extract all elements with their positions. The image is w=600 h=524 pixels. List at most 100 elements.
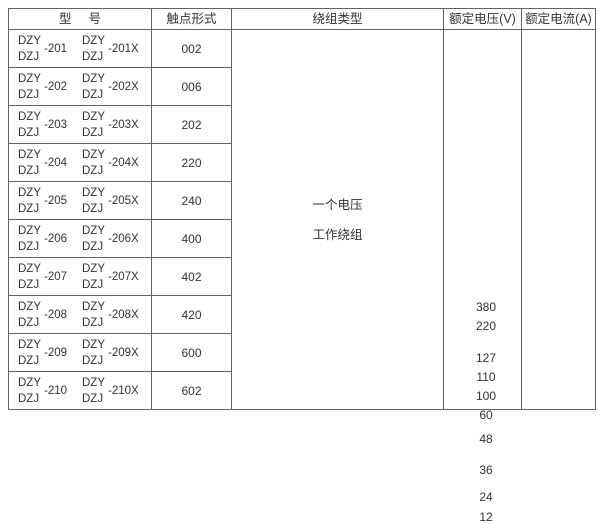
winding-type-text: 一个电压 工作绕组 [232, 190, 443, 250]
model-variant-base: DZY DZJ -202 [18, 68, 67, 105]
model-prefix-bottom: DZJ [18, 278, 40, 291]
model-prefix-stack: DZY DZJ [18, 71, 41, 103]
model-prefix-top: DZY [18, 72, 41, 85]
model-prefix-top: DZY [82, 262, 105, 275]
rated-voltage-value: 220 [475, 318, 497, 333]
header-contact-form: 触点形式 [151, 8, 232, 30]
model-suffix: -201 [44, 43, 68, 55]
model-prefix-stack: DZY DZJ [18, 223, 41, 255]
cell-contact-form: 600 [151, 333, 232, 372]
cell-model: DZY DZJ -209 DZY DZJ -209X [8, 333, 152, 372]
model-prefix-top: DZY [18, 148, 41, 161]
rated-voltage-value: 110 [476, 369, 496, 384]
model-variant-x: DZY DZJ -202X [82, 68, 139, 105]
model-prefix-bottom: DZJ [82, 354, 104, 367]
header-row: 型号 触点形式 绕组类型 额定电压(V) 额定电流(A) [8, 8, 596, 30]
model-variant-x: DZY DZJ -209X [82, 334, 139, 371]
cell-model: DZY DZJ -205 DZY DZJ -205X [8, 181, 152, 220]
model-suffix: -210X [108, 385, 139, 397]
table-body: DZY DZJ -201 DZY DZJ -201X 002 一个电压 工作绕组 380 220 12… [8, 29, 596, 523]
cell-model: DZY DZJ -206 DZY DZJ -206X [8, 219, 152, 258]
cell-contact-form: 006 [151, 67, 232, 106]
model-prefix-stack: DZY DZJ [18, 109, 41, 141]
model-variant-base: DZY DZJ -205 [18, 182, 67, 219]
model-prefix-bottom: DZJ [82, 316, 104, 329]
rated-voltage-value: 60 [479, 407, 493, 422]
model-suffix: -210 [44, 385, 68, 397]
model-prefix-bottom: DZJ [18, 202, 40, 215]
cell-contact-form: 402 [151, 257, 232, 296]
model-prefix-bottom: DZJ [82, 164, 104, 177]
model-prefix-top: DZY [82, 376, 105, 389]
model-prefix-stack: DZY DZJ [18, 299, 41, 331]
model-prefix-top: DZY [18, 224, 41, 237]
model-prefix-stack: DZY DZJ [18, 147, 41, 179]
table-row: DZY DZJ -201 DZY DZJ -201X 002 一个电压 工作绕组 380 220 12… [8, 29, 596, 523]
model-prefix-top: DZY [18, 338, 41, 351]
table-row: DZY DZJ -208 DZY DZJ -208X 420 [8, 295, 596, 334]
model-prefix-stack: DZY DZJ [82, 71, 105, 103]
model-prefix-top: DZY [18, 186, 41, 199]
model-prefix-bottom: DZJ [82, 202, 104, 215]
model-suffix: -203X [108, 119, 139, 131]
model-variant-x: DZY DZJ -208X [82, 296, 139, 333]
model-prefix-stack: DZY DZJ [82, 375, 105, 407]
winding-type-line-1: 一个电压 [312, 197, 363, 212]
model-suffix: -202X [108, 81, 139, 93]
model-cell-inner: DZY DZJ -208 DZY DZJ -208X [9, 296, 151, 333]
model-prefix-top: DZY [18, 110, 41, 123]
model-suffix: -207 [44, 271, 68, 283]
model-variant-x: DZY DZJ -204X [82, 144, 139, 181]
model-prefix-stack: DZY DZJ [18, 33, 41, 65]
rated-voltage-value: 36 [479, 462, 493, 477]
model-suffix: -208X [108, 309, 139, 321]
cell-model: DZY DZJ -204 DZY DZJ -204X [8, 143, 152, 182]
model-variant-base: DZY DZJ -210 [18, 372, 67, 409]
model-suffix: -204 [44, 157, 68, 169]
model-prefix-stack: DZY DZJ [82, 109, 105, 141]
cell-contact-form: 400 [151, 219, 232, 258]
cell-contact-form: 002 [151, 29, 232, 68]
header-rated-current: 额定电流(A) [521, 8, 596, 30]
model-prefix-top: DZY [18, 300, 41, 313]
model-prefix-stack: DZY DZJ [18, 261, 41, 293]
model-prefix-top: DZY [82, 224, 105, 237]
model-variant-base: DZY DZJ -203 [18, 106, 67, 143]
model-prefix-bottom: DZJ [82, 278, 104, 291]
rated-voltage-value: 127 [475, 350, 497, 365]
model-variant-x: DZY DZJ -205X [82, 182, 139, 219]
cell-rated-current [521, 29, 596, 410]
model-prefix-bottom: DZJ [18, 164, 40, 177]
model-prefix-stack: DZY DZJ [82, 223, 105, 255]
model-prefix-bottom: DZJ [18, 126, 40, 139]
model-prefix-top: DZY [82, 300, 105, 313]
model-prefix-top: DZY [82, 34, 105, 47]
model-variant-base: DZY DZJ -207 [18, 258, 67, 295]
model-suffix: -206X [108, 233, 139, 245]
model-suffix: -209X [108, 347, 139, 359]
model-suffix: -203 [44, 119, 68, 131]
model-variant-x: DZY DZJ -210X [82, 372, 139, 409]
model-suffix: -202 [44, 81, 68, 93]
model-prefix-stack: DZY DZJ [82, 299, 105, 331]
cell-rated-voltage: 380 220 127 110 100 60 48 36 24 12 [443, 29, 522, 523]
model-cell-inner: DZY DZJ -209 DZY DZJ -209X [9, 334, 151, 371]
cell-contact-form: 240 [151, 181, 232, 220]
model-prefix-top: DZY [82, 186, 105, 199]
rated-voltage-value: 12 [479, 509, 493, 524]
model-prefix-bottom: DZJ [82, 392, 104, 405]
header-winding-type: 绕组类型 [231, 8, 444, 30]
header-rated-voltage: 额定电压(V) [443, 8, 522, 30]
model-cell-inner: DZY DZJ -206 DZY DZJ -206X [9, 220, 151, 257]
model-cell-inner: DZY DZJ -205 DZY DZJ -205X [9, 182, 151, 219]
model-variant-x: DZY DZJ -203X [82, 106, 139, 143]
cell-model: DZY DZJ -202 DZY DZJ -202X [8, 67, 152, 106]
model-variant-base: DZY DZJ -206 [18, 220, 67, 257]
cell-contact-form: 202 [151, 105, 232, 144]
model-prefix-top: DZY [18, 376, 41, 389]
model-suffix: -204X [108, 157, 139, 169]
model-prefix-stack: DZY DZJ [18, 375, 41, 407]
cell-model: DZY DZJ -210 DZY DZJ -210X [8, 371, 152, 410]
model-suffix: -209 [44, 347, 68, 359]
model-suffix: -205 [44, 195, 68, 207]
